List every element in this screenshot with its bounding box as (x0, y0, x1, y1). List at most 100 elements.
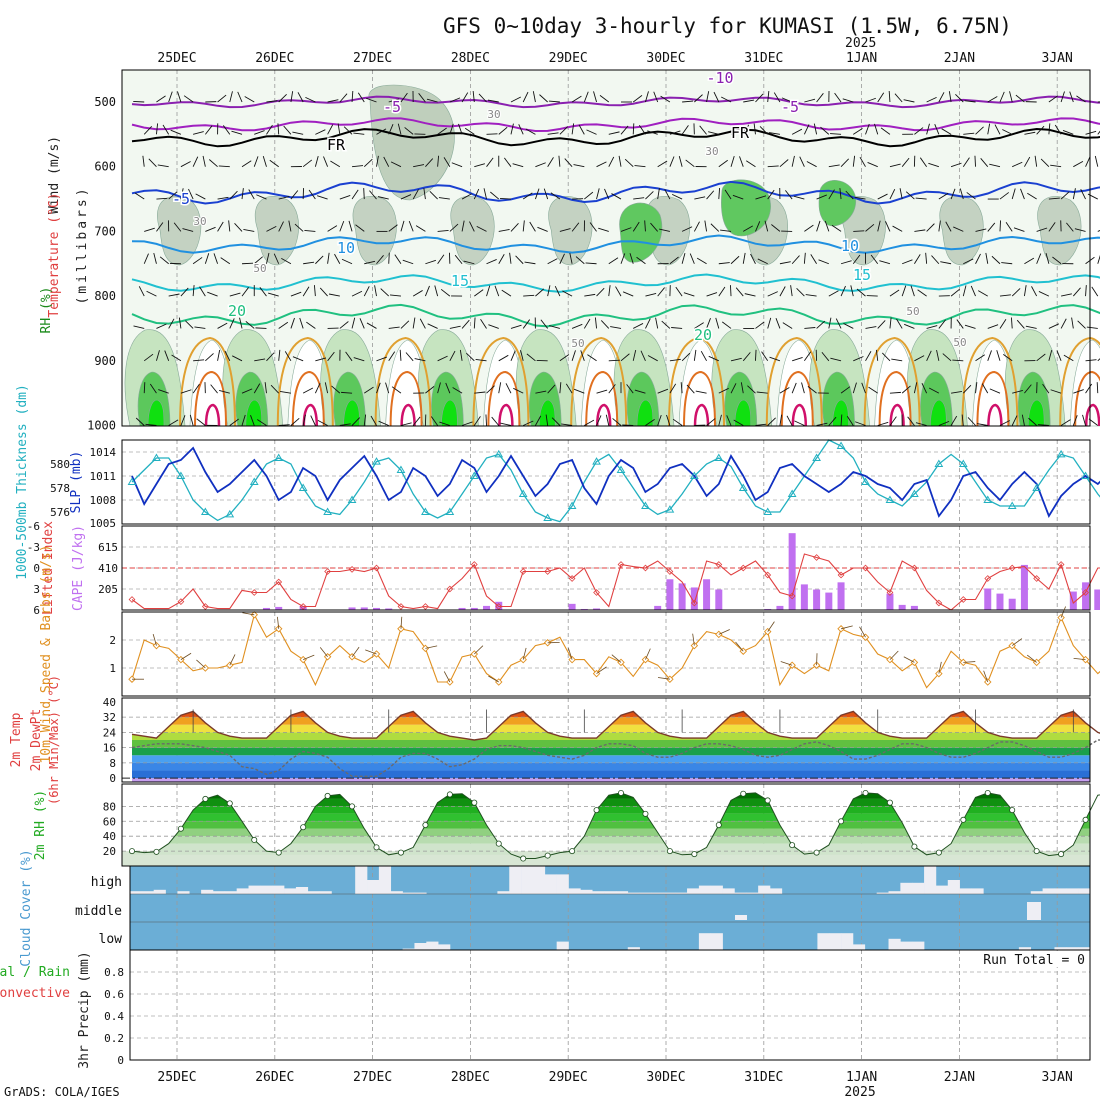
wind-barb (413, 164, 425, 168)
rh2m-point (153, 848, 160, 855)
wind-barb (571, 323, 583, 329)
wind-barb (894, 93, 903, 103)
wind-barb (680, 382, 683, 394)
wind-barb (168, 191, 178, 200)
wind-barb (217, 221, 224, 232)
wind-barb (498, 382, 502, 394)
rh2m-point (520, 855, 527, 862)
rh-shade-mid (548, 195, 593, 266)
rh2m-point (911, 843, 918, 850)
wind-barb (633, 323, 644, 329)
cloud-bar-low (556, 941, 569, 950)
wind10m-point (1057, 613, 1065, 622)
wind-barb (611, 193, 622, 200)
wind-barb (730, 383, 737, 394)
wind-barb (461, 421, 473, 426)
wind-barb (532, 91, 536, 103)
rh-band (132, 806, 1090, 814)
wind-barb (359, 318, 365, 329)
wind-barb (974, 155, 976, 167)
wind-barb (608, 131, 620, 135)
wind-barb (156, 323, 167, 329)
thickness-point (885, 495, 895, 503)
bottom-date-axis: 25DEC 26DEC 27DEC 28DEC 29DEC 30DEC 31DEC 1JAN 2… (157, 1070, 1072, 1085)
wind-barb (840, 285, 846, 297)
wind-barb (510, 123, 514, 135)
wind-barb (239, 317, 243, 329)
wind-barb (241, 188, 244, 200)
wind-barb (437, 355, 448, 362)
wind-barb (292, 131, 304, 135)
wind-barb (388, 351, 396, 362)
wind-barb (952, 359, 964, 362)
wind-barb (987, 350, 992, 361)
wind-barb (769, 356, 781, 362)
wind-barb (547, 384, 556, 394)
rh-shade-upper (368, 84, 455, 201)
lifted-index-point (813, 554, 820, 561)
wind-barb (486, 385, 495, 394)
wind-barb (626, 384, 634, 394)
wind-barb (351, 290, 363, 297)
wind-barb (255, 327, 267, 329)
wind-barb (804, 351, 812, 362)
wind-barb (1056, 350, 1062, 361)
wind-barb (681, 352, 691, 362)
wind-barb (414, 358, 426, 362)
wind-barb (843, 323, 854, 329)
wind-barb (977, 290, 988, 297)
cape-bar (1082, 582, 1090, 610)
wind-barb (791, 128, 803, 135)
wind-barb (194, 326, 206, 329)
cloud-plot (130, 866, 1091, 950)
wind-barb (376, 356, 387, 362)
wind-barb (159, 256, 169, 265)
wind-barb (975, 253, 981, 264)
wind-barb (510, 350, 516, 361)
wind-barb (559, 382, 562, 394)
wind-barb (955, 94, 964, 103)
wind-barb (315, 129, 326, 135)
cape-bar (262, 607, 270, 610)
wind-barb (461, 193, 472, 200)
lifted-index-point (568, 575, 576, 582)
wind-barb (987, 324, 999, 329)
wind-barb (192, 285, 195, 297)
temp-band (132, 755, 1090, 763)
wind10m-barb (425, 645, 438, 649)
wind-barb (594, 317, 597, 329)
wind-barb (657, 388, 669, 394)
cloud-bar-high (888, 891, 901, 894)
temp-band (132, 724, 1090, 733)
wind-barb (241, 287, 250, 297)
cloud-bar-high (355, 866, 368, 894)
slp-panel-frame (121, 439, 1091, 525)
upper-air-plot (124, 70, 1100, 427)
cloud-bar-high (224, 891, 237, 894)
wind10m-point (299, 655, 307, 664)
temp2m-line (131, 710, 1100, 741)
wind-barb (835, 318, 842, 329)
isotherm-30 (487, 370, 521, 427)
thickness-point (714, 453, 724, 461)
lifted-index-point (544, 568, 552, 575)
wind-barb (715, 317, 720, 329)
wind-barb (1097, 254, 1100, 264)
wind-barb (485, 414, 487, 426)
isotherm-30 (585, 370, 619, 427)
wind-barb (522, 192, 533, 200)
wind-barb (755, 423, 767, 426)
wind-barb (1001, 262, 1013, 265)
wind-barb (195, 193, 206, 200)
wind-barb (459, 349, 463, 361)
rh-band (132, 821, 1090, 829)
wind-barb (402, 259, 414, 265)
isotherm-35 (889, 403, 905, 427)
cloud-bar-high (521, 866, 534, 894)
wind-barb (889, 416, 897, 426)
isotherm-30 (878, 370, 912, 427)
contour-label: 50 (571, 337, 584, 350)
wind-barb (313, 285, 316, 297)
wind-barb (901, 385, 911, 394)
wind-barb (721, 96, 732, 103)
